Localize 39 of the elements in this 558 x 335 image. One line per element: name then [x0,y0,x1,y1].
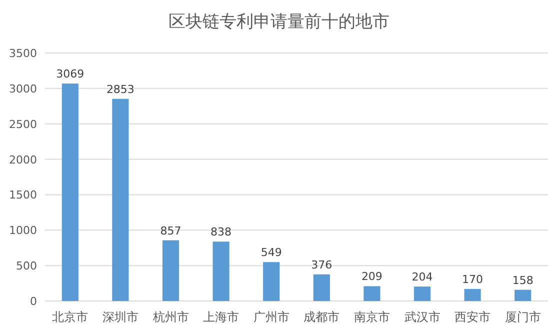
x-tick-label: 厦门市 [504,310,541,324]
y-tick-label: 500 [16,260,37,273]
data-label: 549 [260,246,282,260]
data-label: 3069 [56,68,84,81]
y-tick-label: 0 [30,295,37,308]
y-tick-label: 1500 [9,188,37,202]
bar [212,242,230,301]
data-label: 158 [512,274,534,287]
x-tick-label: 广州市 [253,310,290,324]
data-label: 376 [311,258,332,272]
y-tick-label: 1000 [9,224,37,238]
bar [364,286,380,301]
x-tick-label: 南京市 [354,310,390,324]
y-tick-label: 3000 [9,82,37,96]
x-tick-label: 成都市 [304,310,340,324]
data-label: 204 [412,270,433,284]
y-tick-label: 2000 [9,153,37,166]
bar [263,262,280,301]
x-tick-label: 北京市 [52,310,88,324]
bar [464,288,481,301]
bar [112,98,129,301]
x-tick-label: 西安市 [454,310,491,324]
data-label: 2853 [106,82,134,96]
bar [514,290,532,301]
data-label: 209 [361,270,382,284]
data-label: 857 [160,224,182,238]
bar [313,274,330,301]
x-tick-label: 杭州市 [152,310,189,324]
chart-title: 区块链专利申请量前十的地市 [168,12,390,32]
y-tick-label: 3500 [9,47,37,60]
bar [62,84,78,301]
x-tick-label: 深圳市 [102,310,138,324]
bar [414,286,431,301]
bar [162,240,180,301]
x-tick-label: 武汉市 [404,310,440,324]
y-tick-label: 2500 [9,118,37,131]
data-label: 838 [210,226,232,239]
x-tick-label: 上海市 [203,310,240,324]
data-label: 170 [462,272,484,286]
